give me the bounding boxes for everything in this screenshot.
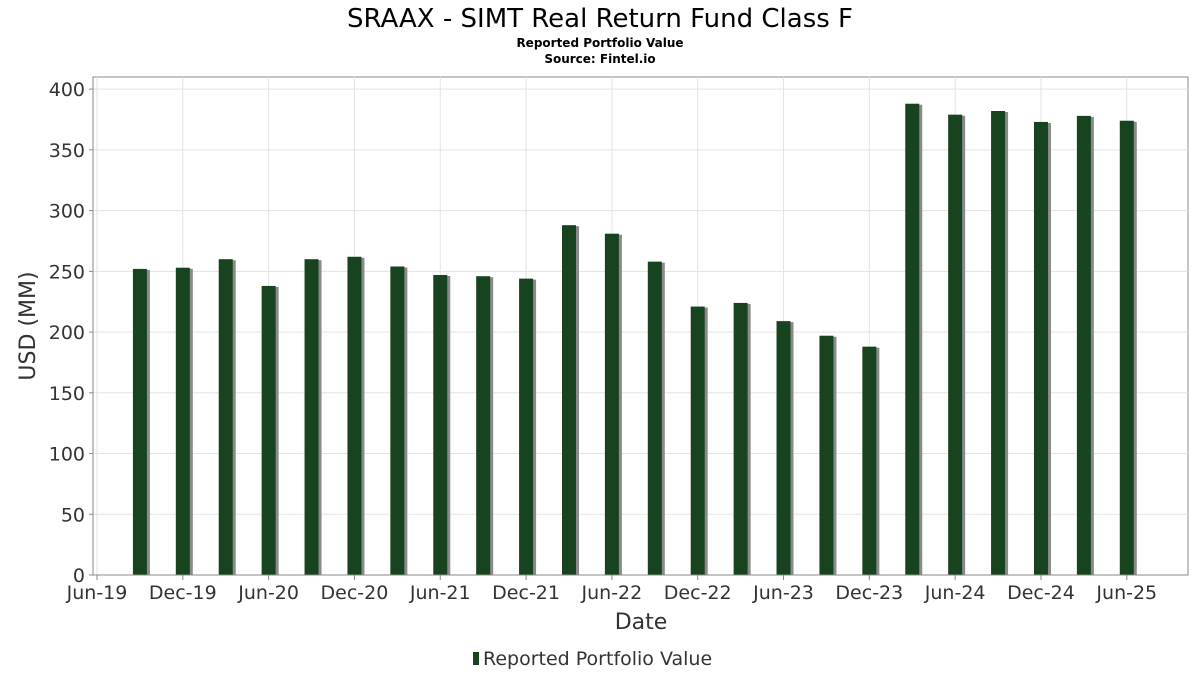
- y-axis: 0 50 100 150 200 250 300 350 400: [49, 77, 94, 587]
- x-tick-label: Jun-24: [924, 582, 986, 604]
- bar-series: [132, 103, 1137, 576]
- bar: [991, 111, 1006, 575]
- bar: [175, 267, 190, 575]
- chart-source: Source: Fintel.io: [544, 52, 655, 66]
- x-tick-label: Dec-21: [492, 582, 560, 604]
- bar: [390, 266, 405, 575]
- bar: [304, 259, 319, 575]
- x-tick-label: Dec-23: [835, 582, 903, 604]
- x-axis-label: Date: [615, 610, 668, 635]
- y-tick-label: 400: [49, 79, 85, 101]
- bar: [476, 276, 491, 575]
- bar: [948, 114, 963, 575]
- x-tick-label: Dec-20: [321, 582, 389, 604]
- y-tick-label: 200: [49, 322, 85, 344]
- y-tick-label: 100: [49, 444, 85, 466]
- y-tick-label: 0: [73, 565, 85, 587]
- bar: [1119, 120, 1134, 575]
- bar: [819, 335, 834, 575]
- bar: [132, 268, 147, 575]
- y-tick-label: 350: [49, 140, 85, 162]
- y-tick-label: 300: [49, 201, 85, 223]
- bar: [433, 274, 448, 575]
- bar: [1033, 121, 1048, 575]
- bar: [519, 278, 534, 575]
- bar: [733, 302, 748, 575]
- bar: [776, 321, 791, 575]
- legend: Reported Portfolio Value: [473, 648, 712, 670]
- bar: [647, 261, 662, 575]
- bar: [261, 285, 276, 575]
- bar: [1076, 115, 1091, 576]
- x-tick-label: Jun-25: [1095, 582, 1157, 604]
- y-axis-label: USD (MM): [16, 271, 41, 380]
- bar: [690, 306, 705, 575]
- y-tick-label: 150: [49, 383, 85, 405]
- legend-label: Reported Portfolio Value: [483, 648, 712, 670]
- x-tick-label: Jun-20: [237, 582, 299, 604]
- y-tick-label: 250: [49, 261, 85, 283]
- y-tick-label: 50: [61, 504, 85, 526]
- x-axis: Jun-19 Dec-19 Jun-20 Dec-20 Jun-21 Dec-21 Jun-…: [66, 574, 1188, 604]
- bar: [347, 256, 362, 575]
- bar: [905, 103, 920, 575]
- x-tick-label: Dec-24: [1007, 582, 1075, 604]
- x-tick-label: Jun-19: [66, 582, 128, 604]
- bar: [218, 259, 233, 575]
- x-tick-label: Dec-22: [664, 582, 732, 604]
- plot-area: [92, 76, 1189, 576]
- bar: [561, 225, 576, 575]
- bar: [862, 346, 877, 575]
- bar: [604, 233, 619, 575]
- legend-swatch: [473, 652, 479, 665]
- x-tick-label: Jun-23: [752, 582, 814, 604]
- x-tick-label: Jun-21: [409, 582, 471, 604]
- chart-subtitle: Reported Portfolio Value: [516, 36, 683, 50]
- x-tick-label: Jun-22: [581, 582, 643, 604]
- x-tick-label: Dec-19: [149, 582, 217, 604]
- chart-title: SRAAX - SIMT Real Return Fund Class F: [347, 4, 853, 34]
